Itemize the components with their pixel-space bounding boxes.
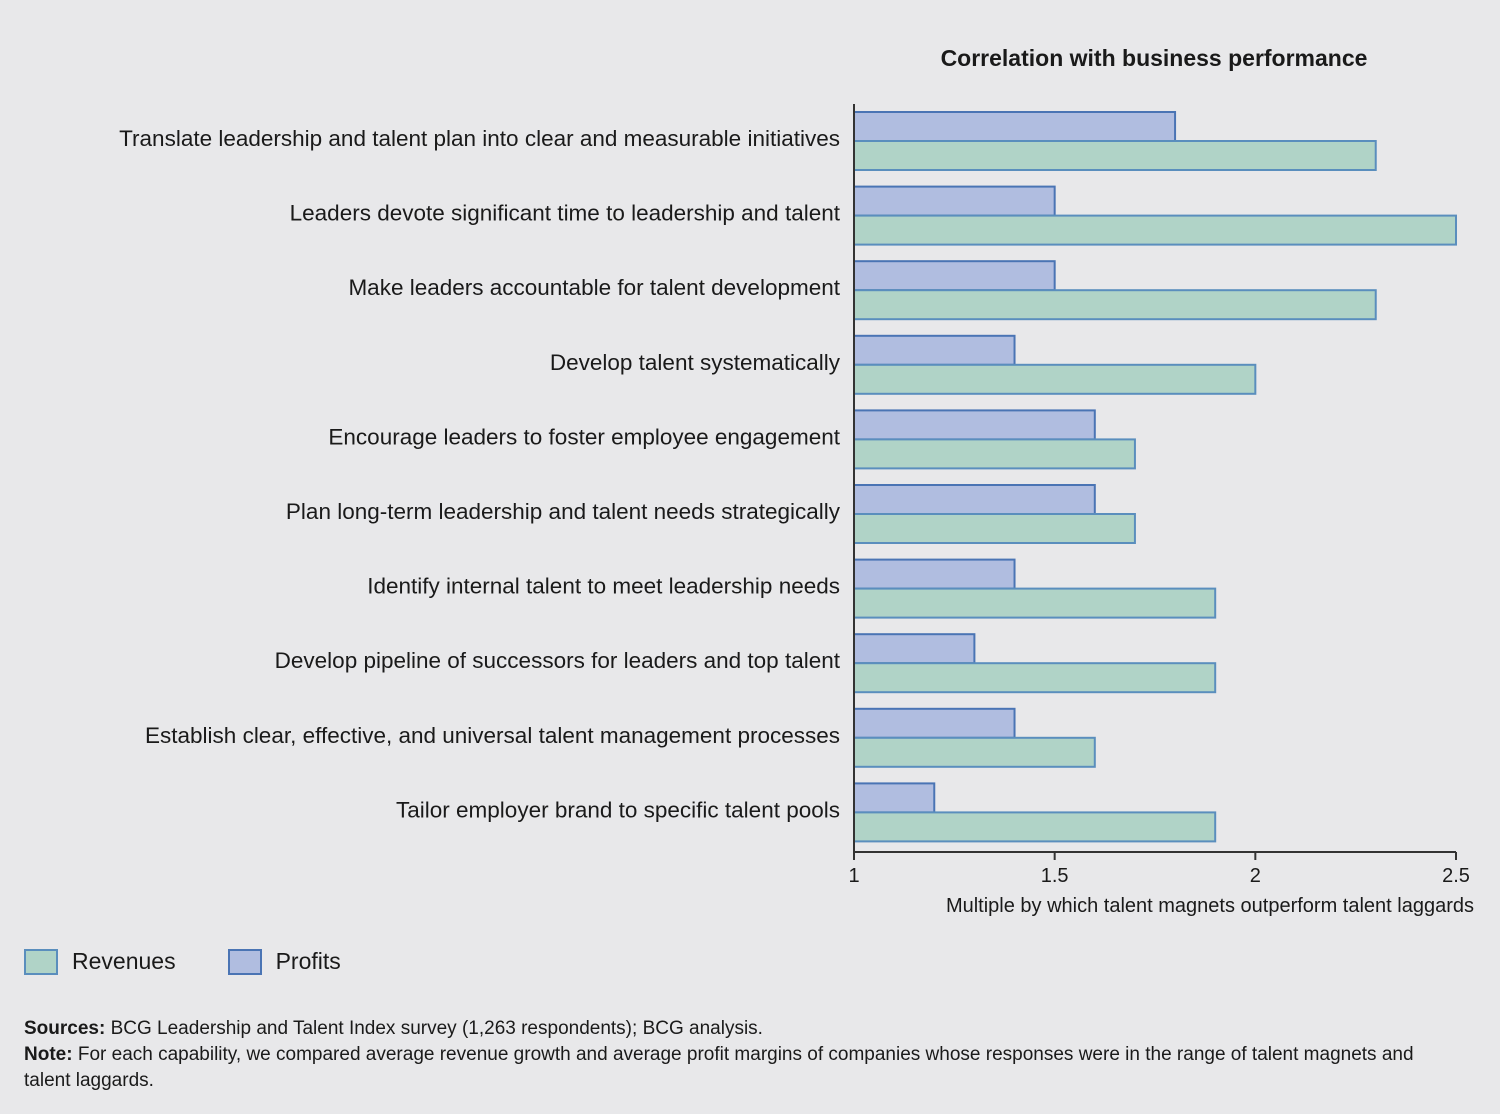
category-label: Make leaders accountable for talent deve… [348,275,840,300]
bar-revenues-4 [853,363,1257,395]
bar-revenues-2 [853,214,1457,246]
bar-revenues-5 [853,438,1136,470]
category-label: Leaders devote significant time to leade… [290,201,841,226]
bar-profits-9 [853,707,1016,739]
category-labels: Translate leadership and talent plan int… [119,126,841,822]
category-label: Tailor employer brand to specific talent… [396,797,840,822]
x-tick-label: 2.5 [1442,865,1470,887]
category-label: Develop pipeline of successors for leade… [275,648,841,673]
bar-profits-3 [853,260,1056,292]
bar-profits-1 [853,111,1177,142]
revenues-swatch [24,948,58,975]
bars-group [853,111,1457,843]
x-tick-label: 2 [1250,865,1261,887]
chart-title: Correlation with business performance [941,45,1368,71]
footnotes: Sources: BCG Leadership and Talent Index… [24,1016,1444,1094]
bar-revenues-7 [853,587,1217,619]
legend-item-revenues: Revenues [24,948,176,975]
x-axis-label: Multiple by which talent magnets outperf… [946,895,1474,917]
bar-revenues-3 [853,289,1377,321]
category-label: Plan long-term leadership and talent nee… [286,499,841,524]
bar-chart: Correlation with business performance Tr… [119,45,1474,917]
x-tick-label: 1.5 [1041,865,1069,887]
bar-profits-6 [853,484,1096,515]
bar-profits-5 [853,409,1096,441]
bar-profits-10 [853,782,936,814]
sources-label: Sources: [24,1018,106,1039]
sources-text: BCG Leadership and Talent Index survey (… [110,1018,763,1039]
x-ticks: 1 1.5 2 2.5 [848,852,1470,887]
bar-profits-2 [853,185,1056,217]
bar-revenues-9 [853,736,1096,768]
category-label: Encourage leaders to foster employee eng… [328,424,840,449]
category-label: Translate leadership and talent plan int… [119,126,840,151]
bar-revenues-1 [853,140,1377,171]
legend: Revenues Profits [24,948,393,975]
bar-revenues-6 [853,513,1136,544]
bar-profits-7 [853,558,1016,590]
legend-item-profits: Profits [227,948,341,975]
bar-profits-8 [853,633,976,665]
category-label: Establish clear, effective, and universa… [145,723,840,748]
legend-label-revenues: Revenues [72,948,176,974]
bar-revenues-10 [853,811,1217,843]
bar-profits-4 [853,334,1016,366]
note-line: Note: For each capability, we compared a… [24,1042,1444,1094]
category-label: Develop talent systematically [550,350,841,375]
profits-swatch [227,948,262,975]
note-label: Note: [24,1044,73,1065]
legend-label-profits: Profits [275,948,341,974]
note-text: For each capability, we compared average… [24,1044,1414,1091]
sources-line: Sources: BCG Leadership and Talent Index… [24,1016,1444,1042]
x-tick-label: 1 [848,865,859,887]
bar-revenues-8 [853,662,1217,694]
category-label: Identify internal talent to meet leaders… [367,574,840,599]
